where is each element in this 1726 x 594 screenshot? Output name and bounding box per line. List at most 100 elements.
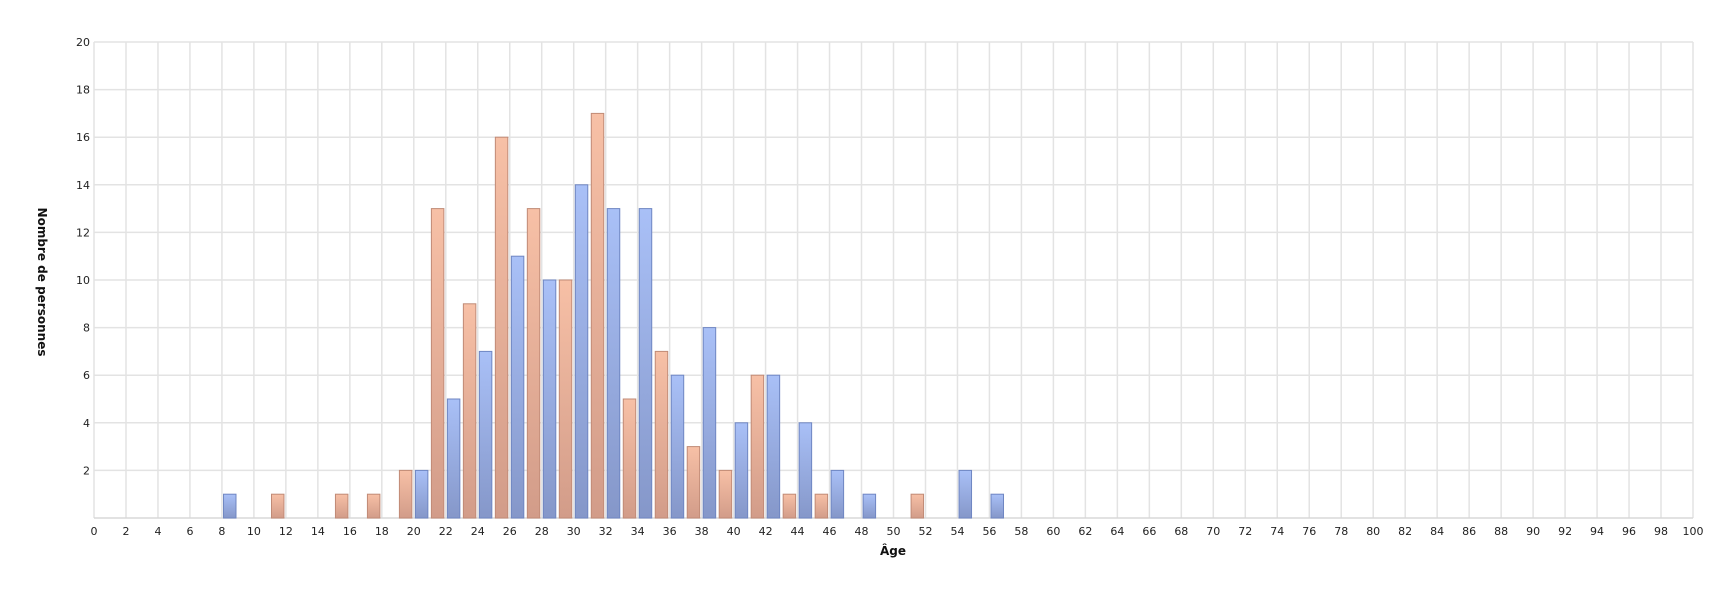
x-tick-label: 10 (247, 525, 261, 538)
x-tick-label: 46 (823, 525, 837, 538)
x-tick-label: 84 (1430, 525, 1444, 538)
x-tick-label: 98 (1654, 525, 1668, 538)
bar-age-21 (430, 208, 445, 519)
x-tick-label: 94 (1590, 525, 1604, 538)
x-tick-label: 8 (218, 525, 225, 538)
x-tick-label: 4 (154, 525, 161, 538)
x-tick-label: 6 (186, 525, 193, 538)
bar-age-27 (526, 208, 541, 519)
bar-age-22 (446, 398, 461, 519)
y-tick-label: 10 (76, 274, 90, 287)
x-tick-label: 74 (1270, 525, 1284, 538)
x-tick-label: 52 (918, 525, 932, 538)
x-tick-label: 62 (1078, 525, 1092, 538)
y-axis-label: Nombre de personnes (35, 208, 49, 357)
x-tick-label: 44 (791, 525, 805, 538)
x-tick-label: 50 (887, 525, 901, 538)
bar-age-19 (398, 469, 413, 519)
x-tick-label: 42 (759, 525, 773, 538)
x-tick-label: 60 (1046, 525, 1060, 538)
y-tick-label: 6 (83, 369, 90, 382)
bar-age-51 (910, 493, 925, 519)
x-tick-label: 54 (950, 525, 964, 538)
bar-age-36 (670, 374, 685, 519)
bar-age-48 (862, 493, 877, 519)
x-axis-ticks: 0 2 4 6 8 10 12 14 16 18 20 22 24 26 28 30 32 34 36 38 40 42 4… (91, 525, 1704, 538)
x-tick-label: 78 (1334, 525, 1348, 538)
bar-age-40 (734, 422, 749, 519)
x-tick-label: 66 (1142, 525, 1156, 538)
y-tick-label: 8 (83, 322, 90, 335)
x-tick-label: 18 (375, 525, 389, 538)
x-tick-label: 64 (1110, 525, 1124, 538)
bar-age-39 (718, 469, 733, 519)
x-tick-label: 20 (407, 525, 421, 538)
x-tick-label: 36 (663, 525, 677, 538)
bar-age-33 (622, 398, 637, 519)
x-tick-label: 16 (343, 525, 357, 538)
y-tick-label: 16 (76, 131, 90, 144)
y-tick-label: 14 (76, 179, 90, 192)
bar-age-11 (270, 493, 285, 519)
x-tick-label: 14 (311, 525, 325, 538)
x-axis-label: Âge (880, 543, 906, 558)
bar-age-15 (334, 493, 349, 519)
y-axis-ticks: 2 4 6 8 10 12 14 16 18 20 (76, 36, 90, 477)
bar-age-8 (223, 493, 237, 519)
bar-age-46 (830, 469, 845, 519)
bar-age-54 (958, 469, 973, 519)
bar-age-28 (542, 279, 557, 519)
x-tick-label: 48 (855, 525, 869, 538)
bar-age-30 (574, 184, 589, 519)
bar-age-37 (686, 446, 701, 519)
bar-age-20 (414, 469, 429, 519)
x-tick-label: 12 (279, 525, 293, 538)
x-tick-label: 86 (1462, 525, 1476, 538)
x-tick-label: 70 (1206, 525, 1220, 538)
x-tick-label: 56 (982, 525, 996, 538)
bar-age-23 (462, 303, 477, 519)
x-tick-label: 24 (471, 525, 485, 538)
bar-age-38 (702, 327, 717, 519)
x-tick-label: 32 (599, 525, 613, 538)
x-tick-label: 76 (1302, 525, 1316, 538)
x-tick-label: 92 (1558, 525, 1572, 538)
x-tick-label: 72 (1238, 525, 1252, 538)
bar-age-17 (366, 493, 381, 519)
x-tick-label: 34 (631, 525, 645, 538)
bar-age-31 (590, 112, 605, 519)
bar-age-35 (654, 350, 669, 519)
x-tick-label: 100 (1683, 525, 1704, 538)
bar-age-45 (814, 493, 829, 519)
bar-age-43 (782, 493, 797, 519)
x-tick-label: 96 (1622, 525, 1636, 538)
x-tick-label: 40 (727, 525, 741, 538)
bar-age-24 (478, 350, 493, 519)
x-tick-label: 30 (567, 525, 581, 538)
x-tick-label: 28 (535, 525, 549, 538)
x-tick-label: 88 (1494, 525, 1508, 538)
y-tick-label: 4 (83, 417, 90, 430)
bar-age-41 (750, 374, 765, 519)
x-tick-label: 90 (1526, 525, 1540, 538)
bars (223, 112, 1005, 519)
bar-age-29 (558, 279, 573, 519)
bar-age-44 (798, 422, 813, 519)
x-tick-label: 68 (1174, 525, 1188, 538)
bar-age-26 (510, 255, 525, 519)
x-tick-label: 38 (695, 525, 709, 538)
bar-age-32 (606, 208, 621, 519)
y-tick-label: 20 (76, 36, 90, 49)
bar-age-42 (766, 374, 781, 519)
x-tick-label: 58 (1014, 525, 1028, 538)
y-tick-label: 18 (76, 84, 90, 97)
x-tick-label: 26 (503, 525, 517, 538)
bar-age-34 (638, 208, 653, 519)
bar-age-56 (990, 493, 1005, 519)
x-tick-label: 22 (439, 525, 453, 538)
x-tick-label: 80 (1366, 525, 1380, 538)
x-tick-label: 0 (91, 525, 98, 538)
y-tick-label: 12 (76, 226, 90, 239)
x-tick-label: 82 (1398, 525, 1412, 538)
